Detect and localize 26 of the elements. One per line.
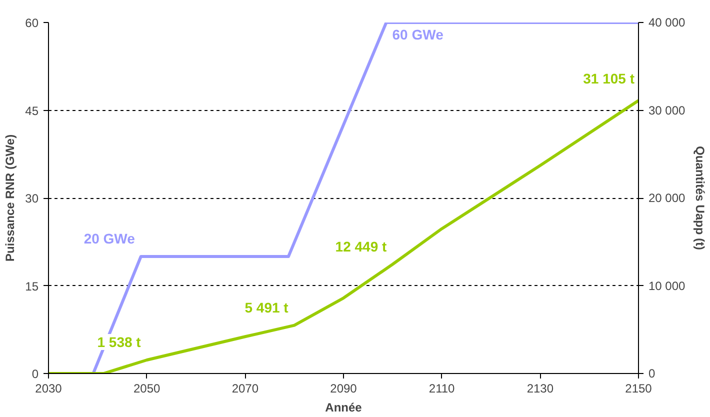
y2-tick-label: 0 (648, 366, 656, 380)
x-axis-title: Année (325, 400, 362, 414)
x-tick-label: 2090 (330, 382, 358, 396)
data-label: 31 105 t (583, 70, 635, 87)
y2-tick-label: 10 000 (648, 278, 686, 293)
y-axis-title: Puissance RNR (GWe) (3, 134, 18, 262)
x-tick-label: 2130 (526, 382, 554, 396)
y2-tick-label: 20 000 (648, 191, 686, 205)
data-label: 20 GWe (84, 230, 136, 246)
data-label: 12 449 t (335, 238, 388, 254)
y-tick-label: 0 (32, 367, 39, 381)
y-tick-label: 45 (25, 104, 39, 118)
y2-axis-title: Quantités Uapp (t) (693, 146, 708, 250)
data-label: 1 538 t (97, 334, 142, 350)
data-label: 60 GWe (392, 26, 444, 42)
y-tick-label: 15 (25, 279, 39, 294)
y2-tick-label: 30 000 (648, 103, 686, 118)
x-tick-label: 2070 (232, 382, 259, 396)
y2-tick-label: 40 000 (648, 16, 686, 30)
y-tick-label: 30 (25, 192, 39, 206)
y-tick-label: 60 (25, 16, 39, 30)
x-tick-label: 2150 (625, 382, 652, 396)
x-tick-label: 2050 (133, 382, 161, 396)
data-label: 5 491 t (244, 299, 289, 316)
x-tick-label: 2030 (35, 382, 62, 396)
x-tick-label: 2110 (428, 382, 456, 396)
